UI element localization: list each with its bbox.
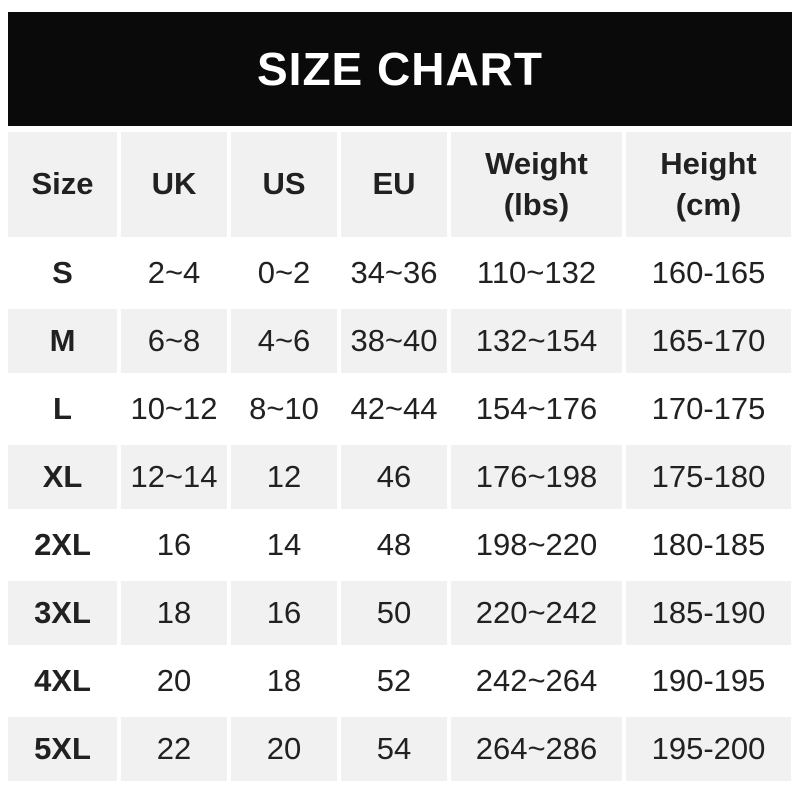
eu-cell: 50 — [341, 581, 447, 645]
height-cell: 160-165 — [626, 241, 791, 305]
us-cell: 0~2 — [231, 241, 337, 305]
size-cell: 3XL — [8, 581, 117, 645]
us-cell: 18 — [231, 649, 337, 713]
header-cell-size: Size — [8, 132, 117, 237]
us-cell: 16 — [231, 581, 337, 645]
weight-cell: 198~220 — [451, 513, 622, 577]
eu-cell: 46 — [341, 445, 447, 509]
uk-cell: 22 — [121, 717, 227, 781]
uk-cell: 6~8 — [121, 309, 227, 373]
header-cell-uk: UK — [121, 132, 227, 237]
height-cell: 185-190 — [626, 581, 791, 645]
height-cell: 195-200 — [626, 717, 791, 781]
header-label: UK — [151, 166, 197, 202]
page-title: SIZE CHART — [257, 43, 543, 95]
weight-cell: 242~264 — [451, 649, 622, 713]
uk-cell: 2~4 — [121, 241, 227, 305]
uk-cell: 12~14 — [121, 445, 227, 509]
weight-cell: 220~242 — [451, 581, 622, 645]
uk-cell: 20 — [121, 649, 227, 713]
size-cell: L — [8, 377, 117, 441]
size-chart-banner: SIZE CHART — [8, 12, 792, 126]
height-cell: 175-180 — [626, 445, 791, 509]
us-cell: 14 — [231, 513, 337, 577]
eu-cell: 34~36 — [341, 241, 447, 305]
us-cell: 8~10 — [231, 377, 337, 441]
header-sublabel: (cm) — [675, 186, 742, 222]
height-cell: 190-195 — [626, 649, 791, 713]
eu-cell: 48 — [341, 513, 447, 577]
height-cell: 180-185 — [626, 513, 791, 577]
uk-cell: 16 — [121, 513, 227, 577]
size-cell: 4XL — [8, 649, 117, 713]
size-cell: S — [8, 241, 117, 305]
header-label: Height — [660, 146, 757, 182]
weight-cell: 176~198 — [451, 445, 622, 509]
eu-cell: 54 — [341, 717, 447, 781]
header-label: Size — [31, 166, 94, 202]
eu-cell: 52 — [341, 649, 447, 713]
eu-cell: 38~40 — [341, 309, 447, 373]
header-cell-weight: Weight (lbs) — [451, 132, 622, 237]
us-cell: 12 — [231, 445, 337, 509]
size-cell: 5XL — [8, 717, 117, 781]
header-cell-eu: EU — [341, 132, 447, 237]
size-cell: 2XL — [8, 513, 117, 577]
us-cell: 4~6 — [231, 309, 337, 373]
weight-cell: 132~154 — [451, 309, 622, 373]
height-cell: 170-175 — [626, 377, 791, 441]
header-sublabel: (lbs) — [503, 186, 570, 222]
header-cell-us: US — [231, 132, 337, 237]
uk-cell: 18 — [121, 581, 227, 645]
header-cell-height: Height (cm) — [626, 132, 791, 237]
size-cell: M — [8, 309, 117, 373]
weight-cell: 110~132 — [451, 241, 622, 305]
size-cell: XL — [8, 445, 117, 509]
header-label: US — [262, 166, 306, 202]
weight-cell: 154~176 — [451, 377, 622, 441]
weight-cell: 264~286 — [451, 717, 622, 781]
header-label: EU — [372, 166, 416, 202]
uk-cell: 10~12 — [121, 377, 227, 441]
us-cell: 20 — [231, 717, 337, 781]
header-label: Weight — [485, 146, 588, 182]
eu-cell: 42~44 — [341, 377, 447, 441]
size-chart-table: Size UK US EU Weight (lbs) Height (cm) S… — [0, 132, 800, 781]
height-cell: 165-170 — [626, 309, 791, 373]
